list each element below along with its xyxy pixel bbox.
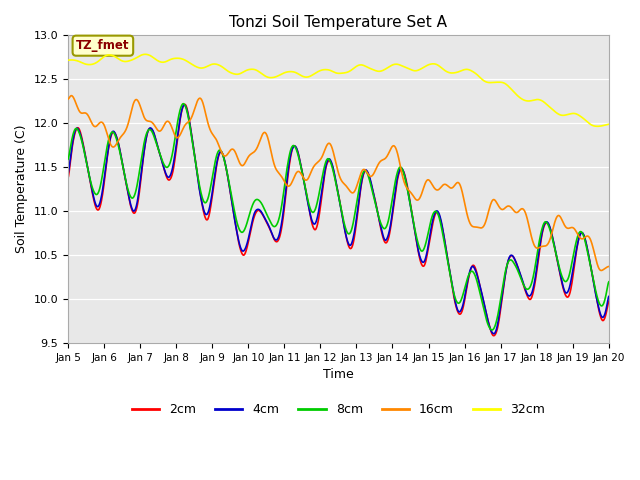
Y-axis label: Soil Temperature (C): Soil Temperature (C): [15, 125, 28, 253]
Text: TZ_fmet: TZ_fmet: [76, 39, 130, 52]
Title: Tonzi Soil Temperature Set A: Tonzi Soil Temperature Set A: [229, 15, 447, 30]
X-axis label: Time: Time: [323, 368, 354, 381]
Legend: 2cm, 4cm, 8cm, 16cm, 32cm: 2cm, 4cm, 8cm, 16cm, 32cm: [127, 398, 550, 421]
